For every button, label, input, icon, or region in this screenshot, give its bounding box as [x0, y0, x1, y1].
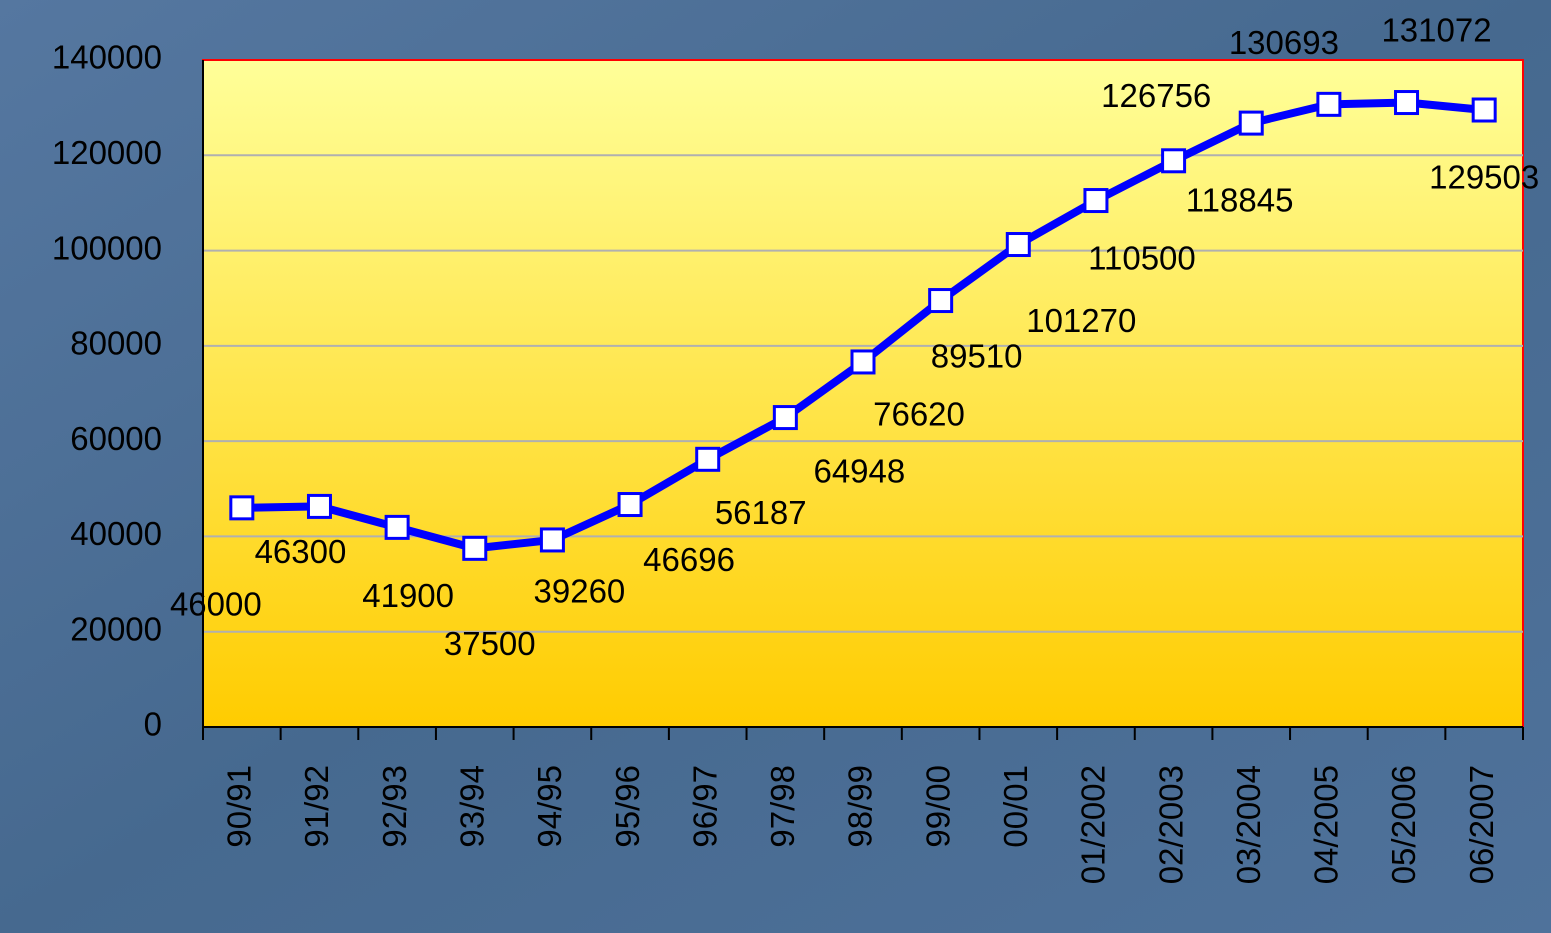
- y-tick-label: 0: [144, 706, 162, 743]
- plot-area: [202, 59, 1524, 728]
- x-tick-label: 96/97: [686, 765, 723, 848]
- x-tick-label: 93/94: [453, 765, 490, 848]
- marker: [229, 495, 255, 521]
- x-tick-label: 99/00: [919, 765, 956, 848]
- marker: [462, 535, 488, 561]
- marker: [1083, 188, 1109, 214]
- y-tick-label: 20000: [70, 610, 162, 647]
- data-label: 46696: [643, 541, 735, 578]
- marker: [306, 493, 332, 519]
- marker: [695, 446, 721, 472]
- x-tick-label: 90/91: [221, 765, 258, 848]
- marker: [1005, 232, 1031, 258]
- marker: [617, 492, 643, 518]
- marker: [928, 288, 954, 314]
- data-label: 39260: [534, 573, 626, 610]
- marker: [1471, 97, 1497, 123]
- x-tick-label: 94/95: [531, 765, 568, 848]
- x-tick-label: 04/2005: [1308, 765, 1345, 884]
- data-label: 46300: [255, 533, 347, 570]
- x-tick-label: 00/01: [997, 765, 1034, 848]
- x-tick-label: 06/2007: [1463, 765, 1500, 884]
- y-tick-label: 100000: [52, 229, 162, 266]
- y-tick-label: 120000: [52, 134, 162, 171]
- marker: [1394, 90, 1420, 116]
- marker: [1238, 110, 1264, 136]
- x-tick-label: 95/96: [609, 765, 646, 848]
- x-tick-label: 02/2003: [1152, 765, 1189, 884]
- marker: [772, 405, 798, 431]
- data-label: 101270: [1026, 302, 1136, 339]
- y-tick-label: 80000: [70, 325, 162, 362]
- data-label: 110500: [1088, 239, 1196, 276]
- marker: [539, 527, 565, 553]
- x-tick-label: 92/93: [376, 765, 413, 848]
- data-label: 118845: [1186, 182, 1294, 219]
- x-tick-label: 05/2006: [1385, 765, 1422, 884]
- y-tick-label: 60000: [70, 420, 162, 457]
- data-label: 130693: [1229, 24, 1339, 61]
- x-tick-label: 01/2002: [1075, 765, 1112, 884]
- data-label: 76620: [873, 396, 965, 433]
- data-label: 126756: [1101, 77, 1211, 114]
- marker: [1316, 91, 1342, 117]
- marker: [850, 349, 876, 375]
- data-label: 56187: [715, 494, 807, 531]
- data-label: 46000: [170, 586, 262, 623]
- y-tick-label: 40000: [70, 515, 162, 552]
- y-tick-label: 140000: [52, 39, 162, 76]
- x-tick-label: 91/92: [298, 765, 335, 848]
- data-label: 131072: [1381, 11, 1491, 48]
- marker: [384, 514, 410, 540]
- x-tick-label: 98/99: [842, 765, 879, 848]
- data-label: 37500: [444, 625, 536, 662]
- data-label: 129503: [1429, 159, 1539, 196]
- x-tick-label: 03/2004: [1230, 765, 1267, 884]
- marker: [1161, 148, 1187, 174]
- data-label: 64948: [813, 452, 905, 489]
- data-label: 41900: [362, 577, 454, 614]
- data-label: 89510: [931, 337, 1023, 374]
- x-tick-label: 97/98: [764, 765, 801, 848]
